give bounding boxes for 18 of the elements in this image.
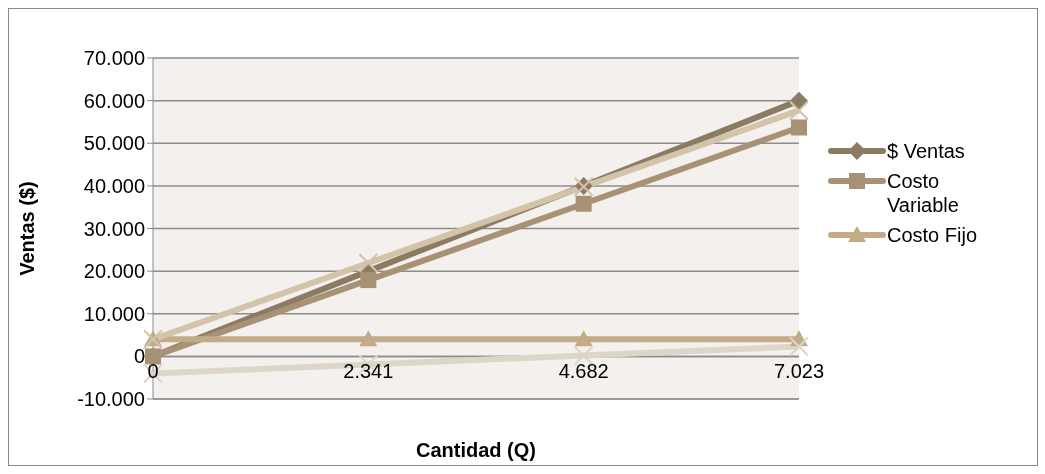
x-tick-label: 4.682 bbox=[558, 360, 609, 383]
y-tick-label: 60.000 bbox=[83, 89, 145, 112]
legend-label: Costo Fijo bbox=[887, 223, 979, 247]
y-tick-label: -10.000 bbox=[77, 388, 145, 411]
y-tick-label: 30.000 bbox=[83, 217, 145, 240]
x-tick-label: 2.341 bbox=[343, 360, 394, 383]
y-axis-title: Ventas ($) bbox=[16, 181, 39, 276]
y-tick-label: 40.000 bbox=[83, 174, 145, 197]
y-tick-label: 70.000 bbox=[83, 47, 145, 70]
y-tick-label: 50.000 bbox=[83, 132, 145, 155]
x-tick-label: 0 bbox=[147, 360, 159, 383]
legend-label: $ Ventas bbox=[887, 139, 966, 163]
x-axis-title: Cantidad (Q) bbox=[416, 439, 536, 461]
x-tick-label: 7.023 bbox=[773, 360, 825, 383]
legend-label: Costo Variable bbox=[887, 169, 960, 217]
y-tick-label: 0 bbox=[133, 345, 145, 368]
y-tick-label: 20.000 bbox=[83, 260, 145, 283]
y-tick-label: 10.000 bbox=[83, 302, 145, 325]
